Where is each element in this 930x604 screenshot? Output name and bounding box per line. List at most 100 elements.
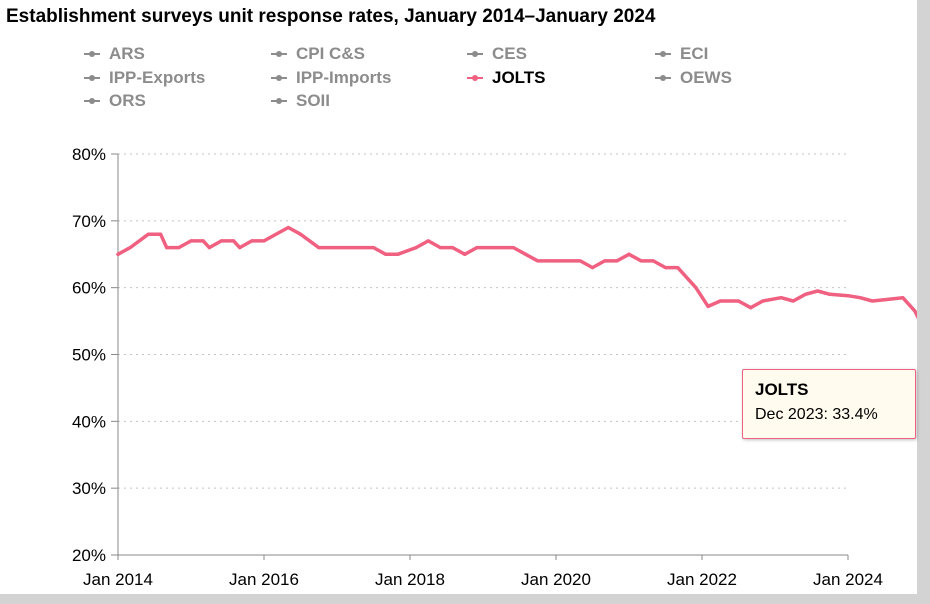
data-point (158, 232, 163, 236)
y-tick-label: 70% (72, 212, 106, 231)
data-point (736, 299, 741, 303)
data-point (238, 245, 242, 250)
data-point (718, 299, 722, 303)
legend-label: CES (492, 44, 527, 63)
legend-marker-icon (655, 49, 671, 59)
y-tick-label: 30% (72, 479, 106, 498)
data-point (146, 232, 151, 236)
data-point (779, 296, 783, 300)
legend-item-eci[interactable]: ECI (655, 44, 708, 64)
data-point (870, 299, 874, 303)
data-point (694, 286, 698, 290)
data-point (177, 245, 181, 250)
legend-item-ces[interactable]: CES (467, 44, 527, 64)
y-tick-label: 60% (72, 279, 106, 298)
plot-area: 20% 30% 40% 50% 60% 70% 80% Jan 2014 Jan 2016 Jan… (72, 145, 917, 589)
data-point (268, 235, 272, 240)
y-tick-label: 80% (72, 145, 106, 164)
data-point (250, 239, 254, 243)
data-point (128, 245, 132, 250)
data-point (335, 245, 339, 250)
data-point (165, 245, 169, 250)
data-point (803, 292, 808, 296)
legend-label: ECI (680, 44, 709, 63)
data-point (913, 309, 917, 313)
legend-marker-icon (467, 73, 483, 83)
legend-label: JOLTS (492, 68, 546, 87)
data-point (651, 259, 655, 263)
data-point (682, 272, 686, 276)
y-tick-label: 20% (72, 546, 106, 565)
data-point (511, 245, 516, 250)
data-point (396, 252, 400, 256)
data-point (317, 245, 321, 250)
legend-marker-icon (271, 49, 287, 59)
data-point (493, 245, 497, 250)
data-point (901, 296, 905, 300)
y-tick-label: 40% (72, 412, 106, 431)
legend-item-soii[interactable]: SOII (271, 91, 330, 111)
chart-panel: Establishment surveys unit response rate… (0, 0, 917, 594)
data-point (791, 299, 795, 303)
legend-marker-icon (467, 49, 483, 59)
data-point (189, 239, 193, 243)
data-point (590, 266, 595, 270)
data-point (554, 259, 558, 263)
legend-label: IPP-Exports (109, 68, 206, 87)
data-point (384, 252, 388, 256)
legend-label: OEWS (680, 68, 732, 87)
data-point (231, 239, 236, 243)
data-point (298, 232, 303, 236)
data-point (523, 252, 528, 256)
data-point (286, 225, 290, 230)
data-tooltip: JOLTS Dec 2023: 33.4% (742, 369, 916, 439)
data-point (536, 259, 540, 263)
data-point (603, 259, 607, 263)
data-point (749, 306, 753, 310)
data-point (450, 245, 455, 250)
legend-marker-icon (84, 73, 100, 83)
data-point (371, 245, 376, 250)
data-point (262, 239, 266, 243)
legend-marker-icon (271, 73, 287, 83)
legend-item-cpi-c-s[interactable]: CPI C&S (271, 44, 365, 64)
x-tick-label: Jan 2014 (83, 570, 153, 589)
data-point (353, 245, 357, 250)
data-point (815, 289, 820, 293)
data-point (882, 298, 887, 302)
legend-label: ARS (109, 44, 145, 63)
data-point (846, 294, 850, 298)
legend-item-jolts[interactable]: JOLTS (467, 68, 546, 88)
x-tick-label: Jan 2022 (667, 570, 737, 589)
data-point (706, 304, 710, 308)
chart-title: Establishment surveys unit response rate… (6, 6, 656, 27)
legend-label: SOII (296, 91, 331, 110)
data-point (578, 259, 582, 263)
data-point (615, 259, 619, 263)
legend-item-ars[interactable]: ARS (84, 44, 145, 64)
tooltip-value: Dec 2023: 33.4% (755, 406, 878, 423)
data-point (639, 259, 643, 263)
legend-item-ipp-imports[interactable]: IPP-Imports (271, 68, 391, 88)
legend-label: CPI C&S (296, 44, 365, 63)
legend-item-oews[interactable]: OEWS (655, 68, 732, 88)
x-tick-label: Jan 2018 (375, 570, 445, 589)
legend-marker-icon (271, 96, 287, 106)
data-point (663, 266, 668, 270)
x-tick-label: Jan 2024 (813, 570, 883, 589)
legend-item-ipp-exports[interactable]: IPP-Exports (84, 68, 205, 88)
legend-marker-icon (655, 73, 671, 83)
legend-marker-icon (84, 49, 100, 59)
legend-label: ORS (109, 91, 146, 110)
data-point (463, 252, 467, 256)
data-point (426, 239, 430, 243)
data-point (207, 245, 211, 250)
data-point (475, 245, 479, 250)
data-point (414, 245, 418, 250)
data-point (676, 266, 680, 270)
data-point (858, 296, 862, 300)
x-tick-label: Jan 2016 (229, 570, 299, 589)
data-point (201, 239, 205, 243)
y-tick-label: 50% (72, 346, 106, 365)
legend-item-ors[interactable]: ORS (84, 91, 146, 111)
